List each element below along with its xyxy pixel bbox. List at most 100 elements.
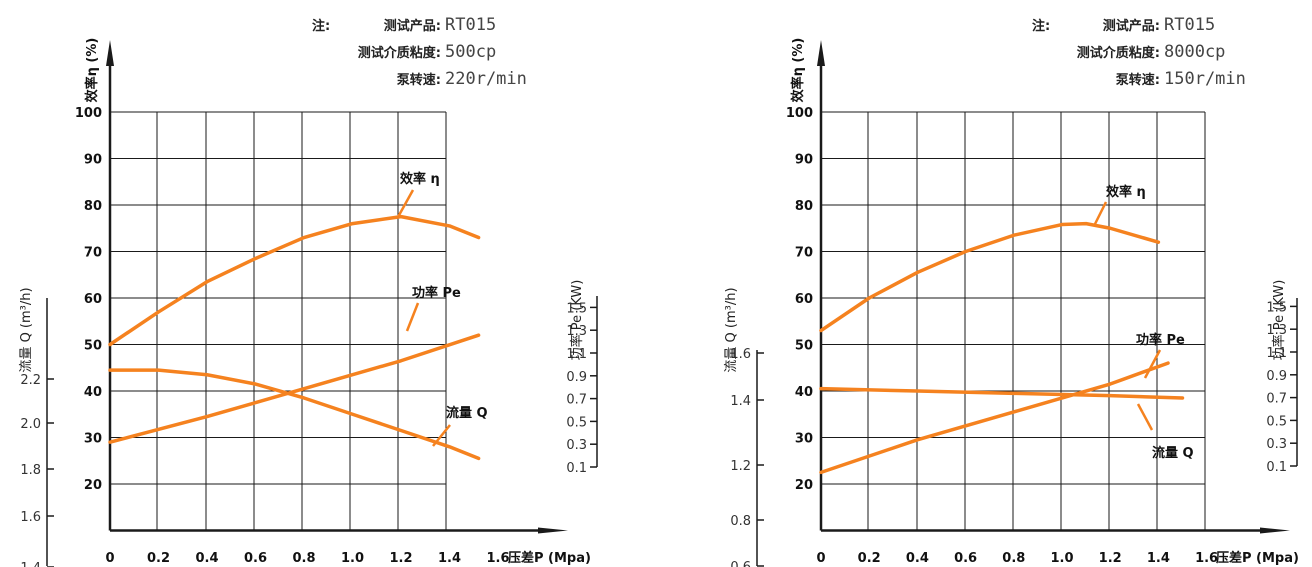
- note-label: 测试介质粘度:: [358, 45, 441, 61]
- note-label: 泵转速:: [397, 72, 441, 88]
- note-label: 测试产品:: [384, 18, 441, 34]
- y-tick-label: 60: [84, 292, 102, 307]
- x-tick-label: 0.6: [954, 551, 977, 566]
- curve-label: 效率 η: [400, 171, 440, 187]
- flow-tick-label: 1.6: [20, 510, 41, 525]
- power-tick-label: 1.1: [1266, 346, 1287, 361]
- power-tick-label: 0.9: [566, 370, 587, 385]
- y-axis-arrow: [817, 40, 825, 66]
- power-tick-label: 0.3: [566, 438, 587, 453]
- power-tick-label: 1.1: [566, 347, 587, 362]
- curve-label-leader: [1143, 349, 1162, 379]
- note-prefix: 注:: [312, 18, 330, 34]
- x-axis-arrow: [1260, 527, 1290, 534]
- note-value: 220r/min: [445, 69, 527, 89]
- power-tick-label: 0.7: [566, 393, 587, 408]
- y-tick-label: 50: [795, 339, 813, 354]
- note-value: 8000cp: [1164, 42, 1225, 62]
- curve-label-leader: [1092, 201, 1108, 227]
- x-tick-label: 1.6: [1195, 551, 1218, 566]
- power-tick-label: 1.3: [1266, 323, 1287, 338]
- curve-label: 功率 Pe: [1136, 332, 1185, 348]
- x-tick-label: 1.0: [341, 551, 364, 566]
- y-tick-label: 90: [84, 153, 102, 168]
- x-tick-label: 0.8: [292, 551, 315, 566]
- x-tick-label: 0: [816, 551, 825, 566]
- x-tick-label: 1.6: [486, 551, 509, 566]
- y-tick-label: 20: [84, 478, 102, 493]
- y-tick-label: 40: [795, 385, 813, 400]
- flow-tick-label: 1.2: [730, 459, 751, 474]
- curve-label: 流量 Q: [1152, 445, 1194, 461]
- power-tick-label: 1.5: [566, 301, 587, 316]
- y-axis-arrow: [106, 40, 114, 66]
- x-tick-label: 1.0: [1050, 551, 1073, 566]
- x-tick-label: 0.6: [244, 551, 267, 566]
- power-tick-label: 0.9: [1266, 369, 1287, 384]
- curve-label: 效率 η: [1106, 184, 1146, 200]
- power-tick-label: 1.3: [566, 324, 587, 339]
- flow-tick-label: 1.4: [730, 394, 751, 409]
- note-label: 泵转速:: [1116, 72, 1160, 88]
- series-line-flow: [108, 368, 481, 461]
- series-line-efficiency: [108, 214, 481, 347]
- note-value: RT015: [1164, 15, 1215, 35]
- flow-tick-label: 1.4: [20, 561, 41, 567]
- x-tick-label: 1.2: [389, 551, 412, 566]
- y-tick-label: 30: [84, 432, 102, 447]
- x-axis-title: 压差P (Mpa): [508, 550, 591, 566]
- curve-label: 功率 Pe: [412, 285, 461, 301]
- x-tick-label: 1.2: [1099, 551, 1122, 566]
- curve-label-leader: [1136, 403, 1154, 431]
- note-label: 测试产品:: [1103, 18, 1160, 34]
- curve-label-leader: [396, 189, 415, 218]
- x-tick-label: 0.2: [147, 551, 170, 566]
- series-line-efficiency: [819, 221, 1161, 333]
- x-tick-label: 0.2: [858, 551, 881, 566]
- series-line-power: [819, 361, 1170, 475]
- y-tick-label: 50: [84, 339, 102, 354]
- flow-tick-label: 0.6: [730, 560, 751, 567]
- power-tick-label: 0.3: [1266, 437, 1287, 452]
- series-line-power: [108, 333, 481, 444]
- x-tick-label: 0.8: [1002, 551, 1025, 566]
- y-tick-label: 30: [795, 432, 813, 447]
- power-tick-label: 1.5: [1266, 300, 1287, 315]
- x-axis-title: 压差P (Mpa): [1216, 550, 1299, 566]
- x-axis-arrow: [538, 527, 568, 534]
- y-axis-title-flow: 流量 Q (m³/h): [19, 287, 34, 372]
- power-tick-label: 0.5: [566, 415, 587, 430]
- flow-tick-label: 0.8: [730, 514, 751, 529]
- y-axis-title-flow: 流量 Q (m³/h): [724, 287, 739, 372]
- flow-tick-label: 2.2: [20, 373, 41, 388]
- y-tick-label: 70: [84, 246, 102, 261]
- y-tick-label: 60: [795, 292, 813, 307]
- note-label: 测试介质粘度:: [1077, 45, 1160, 61]
- x-tick-label: 1.4: [1147, 551, 1170, 566]
- y-tick-label: 100: [786, 106, 813, 121]
- flow-tick-label: 1.6: [730, 347, 751, 362]
- y-tick-label: 90: [795, 153, 813, 168]
- power-tick-label: 0.1: [1266, 460, 1287, 475]
- note-value: 150r/min: [1164, 69, 1246, 89]
- x-tick-label: 0.4: [906, 551, 929, 566]
- series-line-flow: [819, 386, 1185, 400]
- y-tick-label: 40: [84, 385, 102, 400]
- note-prefix: 注:: [1032, 18, 1050, 34]
- note-value: RT015: [445, 15, 496, 35]
- y-axis-title-efficiency: 效率η (%): [84, 38, 100, 103]
- curve-label-leader: [405, 302, 420, 332]
- y-tick-label: 80: [84, 199, 102, 214]
- flow-tick-label: 2.0: [20, 417, 41, 432]
- y-axis-title-power: 功率 Pe (KW): [1271, 280, 1287, 361]
- curve-label-leader: [432, 424, 451, 447]
- x-tick-label: 1.4: [438, 551, 461, 566]
- power-tick-label: 0.5: [1266, 414, 1287, 429]
- y-tick-label: 20: [795, 478, 813, 493]
- y-axis-title-power: 功率 Pe (KW): [569, 280, 585, 361]
- x-tick-label: 0.4: [195, 551, 218, 566]
- y-tick-label: 80: [795, 199, 813, 214]
- power-tick-label: 0.1: [566, 461, 587, 476]
- power-tick-label: 0.7: [1266, 392, 1287, 407]
